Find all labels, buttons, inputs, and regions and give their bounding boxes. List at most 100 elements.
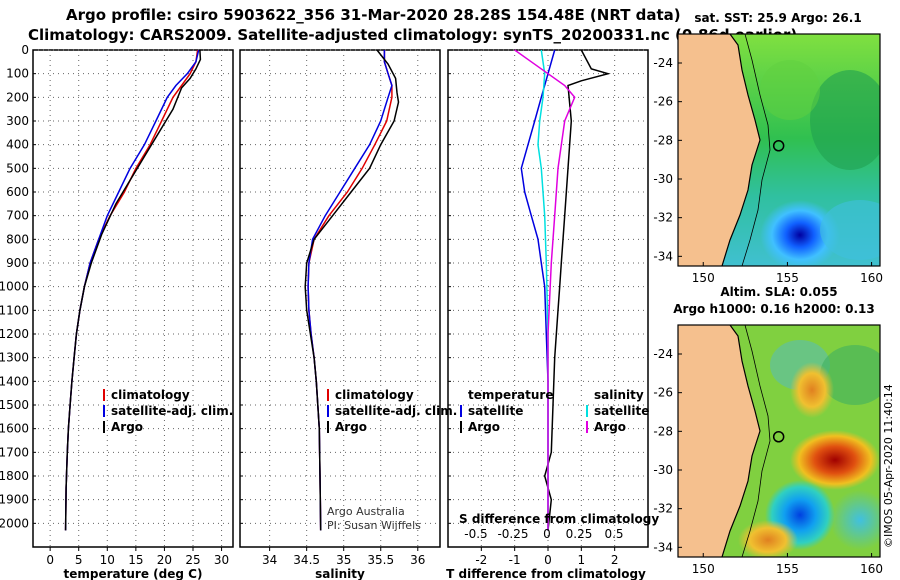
secondary-tick-label: 0	[543, 527, 551, 541]
map-y-tick-label: -26	[653, 95, 673, 109]
y-tick-label: 1900	[0, 493, 29, 507]
shelf-contour	[741, 34, 771, 266]
y-tick-label: 1300	[0, 351, 29, 365]
map-y-tick-label: -34	[653, 540, 673, 554]
secondary-tick-label: 0.5	[604, 527, 623, 541]
y-tick-label: 200	[6, 90, 29, 104]
map-y-tick-label: -26	[653, 386, 673, 400]
x-tick-label: 1	[578, 553, 586, 567]
series-line-s-argo	[514, 49, 576, 531]
salinity-legend: climatology satellite-adj. clim. Argo	[327, 388, 457, 434]
sla-map-title: Altim. SLA: 0.055	[720, 285, 837, 299]
secondary-tick-label: -0.25	[497, 527, 528, 541]
sla-warm-eddy	[790, 430, 880, 490]
salinity-x-label: salinity	[315, 567, 365, 580]
map-x-tick-label: 155	[776, 271, 799, 285]
x-tick-label: 2	[611, 553, 619, 567]
difference-legend: temperature satellite Argo salinity sate…	[460, 388, 649, 434]
x-tick-label: 36	[410, 553, 425, 567]
y-tick-label: 1100	[0, 303, 29, 317]
legend-swatch-satellite	[327, 405, 329, 417]
legend-swatch-argo	[103, 421, 105, 433]
series-line-satellite-adj-clim-	[307, 50, 393, 531]
y-tick-label: 100	[6, 67, 29, 81]
legend-label-t-satellite: satellite	[468, 404, 523, 418]
map-x-tick-label: 150	[692, 271, 715, 285]
y-tick-label: 1400	[0, 374, 29, 388]
legend-swatch-climatology	[327, 389, 329, 401]
legend-label-climatology: climatology	[111, 388, 190, 402]
map-x-tick-label: 160	[860, 562, 883, 576]
x-tick-label: -2	[475, 553, 487, 567]
figure-title-line2: Climatology: CARS2009. Satellite-adjuste…	[28, 26, 798, 44]
coastline	[721, 34, 761, 266]
y-tick-label: 2000	[0, 516, 29, 530]
legend-label-satellite: satellite-adj. clim.	[335, 404, 457, 418]
difference-secondary-axis: S difference from climatology -0.5 -0.25…	[459, 512, 659, 541]
legend-label-satellite: satellite-adj. clim.	[111, 404, 233, 418]
sla-warm-patch	[738, 520, 798, 557]
sst-map-title: sat. SST: 25.9 Argo: 26.1	[694, 11, 861, 25]
series-line-t-argo	[543, 49, 611, 531]
series-line-argo	[304, 49, 400, 531]
series-line-s-satellite	[537, 49, 549, 531]
map-y-tick-label: -30	[653, 172, 673, 186]
figure-title-line1: Argo profile: csiro 5903622_356 31-Mar-2…	[66, 6, 681, 24]
sla-map-frame	[677, 324, 881, 558]
x-tick-label: 25	[185, 553, 200, 567]
sst-map-frame	[677, 33, 881, 267]
map-y-tick-label: -28	[653, 133, 673, 147]
map-y-tick-label: -34	[653, 249, 673, 263]
series-line-satellite-adj-clim-	[64, 49, 200, 531]
legend-swatch-satellite	[103, 405, 105, 417]
secondary-tick-label: 0.25	[566, 527, 593, 541]
sla-patch	[820, 345, 880, 405]
legend-label-t-argo: Argo	[468, 420, 500, 434]
x-tick-label: 10	[100, 553, 115, 567]
sst-cool-patch	[820, 200, 880, 260]
y-tick-label: 1000	[0, 280, 29, 294]
sst-warm-patch	[810, 70, 880, 170]
sla-warm-eddy	[790, 362, 834, 418]
sla-map: Altim. SLA: 0.055 Argo h1000: 0.16 h2000…	[653, 285, 883, 576]
y-tick-label: 500	[6, 161, 29, 175]
map-y-tick-label: -32	[653, 211, 673, 225]
series-line-argo	[64, 49, 202, 531]
y-tick-label: 0	[21, 43, 29, 57]
y-tick-label: 600	[6, 185, 29, 199]
annotation-line-1: Argo Australia	[327, 505, 405, 518]
land-australia	[678, 34, 760, 266]
map-y-tick-label: -28	[653, 424, 673, 438]
x-tick-label: 34	[262, 553, 277, 567]
map-x-tick-label: 150	[692, 562, 715, 576]
temperature-panel: 0 5 10 15 20 25 30	[32, 49, 234, 567]
temperature-x-label: temperature (deg C)	[64, 567, 203, 580]
temperature-panel-frame	[32, 49, 234, 548]
y-tick-label: 400	[6, 138, 29, 152]
map-x-tick-label: 160	[860, 271, 883, 285]
x-tick-label: 35.5	[367, 553, 394, 567]
sla-map-field	[678, 325, 880, 557]
salinity-panel: 34 34.5 35 35.5 36	[239, 49, 441, 567]
argo-float-marker[interactable]	[772, 139, 785, 152]
map-y-tick-label: -24	[653, 347, 673, 361]
sla-map-subtitle: Argo h1000: 0.16 h2000: 0.13	[673, 302, 874, 316]
x-tick-label: 35	[336, 553, 351, 567]
argo-float-marker[interactable]	[772, 430, 785, 443]
map-y-tick-label: -24	[653, 56, 673, 70]
legend-swatch-t-satellite	[460, 405, 462, 417]
axes-layer: 0 100 200 300 400 500 600 700 800 900 1000 1100 1200…	[0, 43, 29, 530]
coastline	[721, 325, 761, 557]
x-tick-label: 20	[157, 553, 172, 567]
map-x-tick-label: 155	[776, 562, 799, 576]
map-y-tick-label: -32	[653, 502, 673, 516]
salinity-panel-frame	[239, 49, 441, 548]
salinity-annotation: Argo Australia PI: Susan Wijffels	[327, 505, 421, 532]
y-tick-label: 700	[6, 209, 29, 223]
legend-label-s-satellite: satellite	[594, 404, 649, 418]
sla-map-ticks: 150 155 160 -24 -26 -28 -30 -32 -34	[653, 347, 883, 576]
sst-map: sat. SST: 25.9 Argo: 26.1 150 155 160 -24 -2…	[653, 11, 883, 285]
y-tick-label: 1800	[0, 469, 29, 483]
legend-swatch-s-satellite	[586, 405, 588, 417]
